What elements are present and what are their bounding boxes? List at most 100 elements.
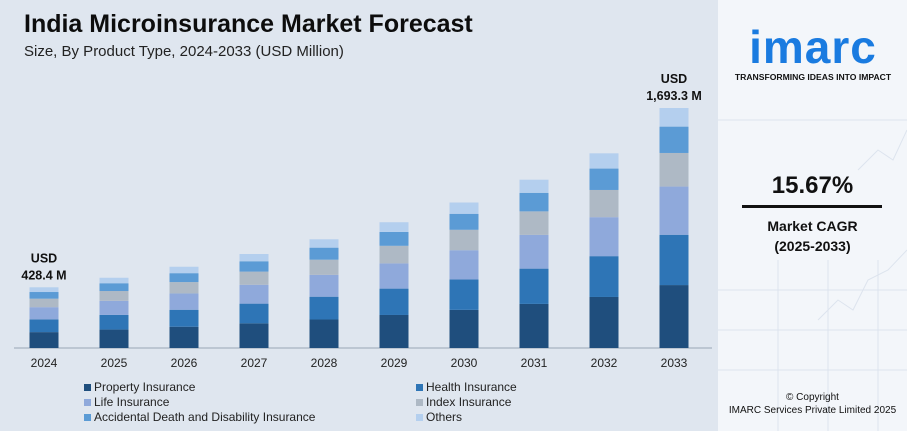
bar-segment-2029-4 <box>379 231 409 246</box>
bar-segment-2025-4 <box>99 283 129 292</box>
bar-segment-2024-0 <box>29 332 59 348</box>
bar-segment-2028-5 <box>309 239 339 248</box>
bar-segment-2031-3 <box>519 211 549 235</box>
bar-segment-2028-2 <box>309 274 339 297</box>
bar-segment-2030-0 <box>449 309 479 348</box>
bar-segment-2027-2 <box>239 284 269 304</box>
data-label-2033-1: 1,693.3 M <box>646 89 702 103</box>
bar-segment-2032-4 <box>589 168 619 190</box>
stacked-bar-chart: 2024 2025 2026 2027 2028 2029 2030 2031 2032 2033… <box>14 72 712 370</box>
bar-segment-2028-1 <box>309 296 339 320</box>
bar-segment-2029-0 <box>379 314 409 348</box>
bar-segment-2026-0 <box>169 326 199 348</box>
cagr-period: (2025-2033) <box>774 238 851 254</box>
bar-segment-2025-3 <box>99 291 129 301</box>
data-label-2033-0: USD <box>661 72 687 86</box>
bar-segment-2027-5 <box>239 254 269 262</box>
legend-swatch <box>84 383 91 391</box>
data-label-2024-1: 428.4 M <box>21 268 66 282</box>
bar-segment-2032-0 <box>589 296 619 348</box>
bar-segment-2028-0 <box>309 319 339 348</box>
x-tick-label-2029: 2029 <box>381 356 408 370</box>
cagr-label: Market CAGR <box>767 218 858 234</box>
bar-segment-2029-3 <box>379 245 409 264</box>
bar-segment-2032-5 <box>589 153 619 169</box>
legend-item: Accidental Death and Disability Insuranc… <box>84 410 315 424</box>
bar-segment-2026-1 <box>169 309 199 327</box>
bar-segment-2027-4 <box>239 261 269 272</box>
imarc-logo: imarc TRANSFORMING IDEAS INTO IMPACT <box>728 24 898 82</box>
x-tick-label-2031: 2031 <box>521 356 548 370</box>
bar-segment-2025-5 <box>99 277 129 284</box>
bar-segment-2024-4 <box>29 292 59 299</box>
bar-segment-2032-1 <box>589 256 619 297</box>
bar-segment-2029-2 <box>379 263 409 289</box>
legend-swatch <box>416 413 423 421</box>
background-graph-decoration <box>718 0 907 431</box>
legend-label: Life Insurance <box>94 395 170 409</box>
bar-segment-2033-2 <box>659 186 689 235</box>
company-line: IMARC Services Private Limited 2025 <box>728 405 897 416</box>
bar-segment-2027-1 <box>239 303 269 324</box>
bar-segment-2025-1 <box>99 314 129 330</box>
bar-segment-2033-4 <box>659 126 689 153</box>
bar-segment-2026-5 <box>169 266 199 274</box>
legend-swatch <box>84 413 91 421</box>
logo-wordmark: imarc <box>749 21 877 73</box>
bar-segment-2029-1 <box>379 288 409 315</box>
x-tick-label-2028: 2028 <box>311 356 338 370</box>
legend-label: Property Insurance <box>94 380 196 394</box>
legend-swatch <box>416 398 423 406</box>
bar-segment-2024-1 <box>29 319 59 333</box>
x-tick-label-2027: 2027 <box>241 356 268 370</box>
chart-title: India Microinsurance Market Forecast <box>24 10 473 38</box>
bar-segment-2032-3 <box>589 189 619 218</box>
x-tick-label-2030: 2030 <box>451 356 478 370</box>
bar-segment-2031-1 <box>519 268 549 304</box>
bar-segment-2026-4 <box>169 273 199 283</box>
bar-segment-2028-4 <box>309 247 339 260</box>
bar-segment-2030-3 <box>449 229 479 251</box>
legend-label: Health Insurance <box>426 380 517 394</box>
bar-segment-2032-2 <box>589 217 619 257</box>
bar-segment-2031-5 <box>519 179 549 193</box>
cagr-divider <box>742 205 882 208</box>
x-tick-label-2026: 2026 <box>171 356 198 370</box>
bar-segment-2033-5 <box>659 108 689 127</box>
legend-item: Property Insurance <box>84 380 195 394</box>
bar-segment-2025-2 <box>99 300 129 315</box>
bar-segment-2024-5 <box>29 287 59 293</box>
bar-segment-2027-3 <box>239 271 269 285</box>
bar-segment-2031-4 <box>519 192 549 212</box>
chart-subtitle: Size, By Product Type, 2024-2033 (USD Mi… <box>24 43 344 60</box>
bar-segment-2025-0 <box>99 329 129 348</box>
bar-segment-2030-2 <box>449 250 479 280</box>
bar-segment-2033-1 <box>659 234 689 286</box>
bar-segment-2031-2 <box>519 234 549 269</box>
legend-item: Index Insurance <box>416 395 511 409</box>
legend-swatch <box>416 383 423 391</box>
x-tick-label-2025: 2025 <box>101 356 128 370</box>
legend-label: Others <box>426 410 463 424</box>
legend-swatch <box>84 398 91 406</box>
legend-item: Others <box>416 410 462 424</box>
logo-tagline: TRANSFORMING IDEAS INTO IMPACT <box>734 72 892 82</box>
bar-segment-2030-5 <box>449 202 479 214</box>
bar-segment-2027-0 <box>239 323 269 348</box>
bar-segment-2028-3 <box>309 259 339 275</box>
x-tick-label-2033: 2033 <box>661 356 688 370</box>
bar-segment-2029-5 <box>379 222 409 232</box>
bar-segment-2031-0 <box>519 303 549 348</box>
bar-segment-2026-2 <box>169 293 199 310</box>
x-tick-label-2032: 2032 <box>591 356 618 370</box>
bar-segment-2030-1 <box>449 279 479 310</box>
copyright-line: © Copyright <box>786 392 839 403</box>
bar-segment-2033-3 <box>659 152 689 187</box>
bar-segment-2024-2 <box>29 307 59 320</box>
bar-segment-2026-3 <box>169 282 199 294</box>
x-tick-label-2024: 2024 <box>31 356 58 370</box>
bar-segment-2024-3 <box>29 298 59 308</box>
legend-label: Accidental Death and Disability Insuranc… <box>94 410 316 424</box>
legend-label: Index Insurance <box>426 395 512 409</box>
